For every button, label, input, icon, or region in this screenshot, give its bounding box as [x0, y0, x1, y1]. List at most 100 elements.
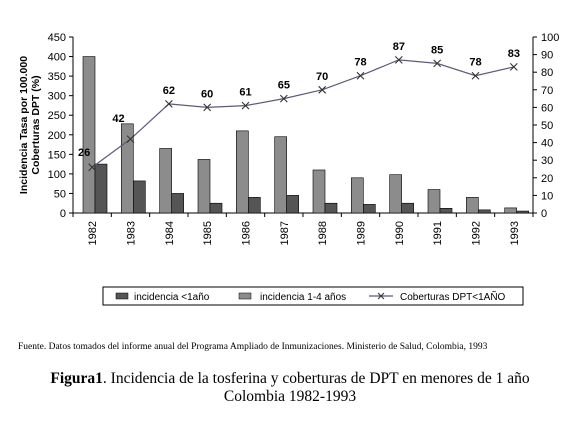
- bar-incidencia-lt1: [94, 163, 108, 214]
- legend-marker: [377, 292, 385, 300]
- y-left-tick-label: 0: [60, 208, 66, 220]
- coverage-point: [203, 103, 212, 112]
- bar-incidencia-1-4: [159, 148, 172, 214]
- coverage-point: [126, 135, 135, 143]
- y-left-tick-label: 100: [48, 169, 66, 181]
- chart-bars: [82, 56, 529, 214]
- data-label: 78: [354, 57, 366, 69]
- chart-axes: 0 50 100 150 200 250 300 350 400 450 0 10 20 30 40 50 60…: [48, 32, 560, 220]
- x-tick-label: 1993: [509, 221, 521, 245]
- x-tick-label: 1985: [202, 221, 214, 245]
- bar-incidencia-lt1: [363, 204, 376, 214]
- point-marker: [394, 55, 403, 64]
- bar-incidencia-1-4: [466, 197, 479, 214]
- y-left-tick-label: 250: [48, 110, 66, 122]
- x-tick-label: 1989: [356, 221, 368, 245]
- y-axis-left-label: Incidencia Tasa por 100.000 Coberturas DP…: [18, 56, 42, 194]
- point-marker: [126, 135, 135, 143]
- data-label: 83: [508, 48, 520, 60]
- coverage-point: [356, 71, 365, 80]
- point-marker: [471, 71, 480, 80]
- bar-incidencia-1-4: [236, 130, 249, 214]
- data-label: 60: [201, 88, 213, 100]
- coverage-point: [318, 85, 327, 94]
- bar-incidencia-1-4: [197, 159, 211, 214]
- legend-label: incidencia 1-4 años: [260, 292, 346, 303]
- bar-incidencia-1-4: [274, 136, 287, 214]
- bar-incidencia-lt1: [209, 202, 223, 214]
- x-tick-label: 1988: [317, 221, 329, 245]
- source-note: Fuente. Datos tomados del informe anual …: [18, 342, 488, 352]
- bar-incidencia-lt1: [439, 208, 453, 214]
- bar-incidencia-1-4: [121, 123, 134, 214]
- legend: incidencia <1año incidencia 1-4 años Cober…: [102, 286, 524, 306]
- data-label: 70: [316, 71, 328, 83]
- y-axis-label: Incidencia Tasa por 100.000: [18, 56, 30, 194]
- x-tick-label: 1987: [279, 221, 291, 245]
- caption-line2: Colombia 1982-1993: [223, 388, 357, 405]
- x-tick-label: 1986: [241, 221, 253, 245]
- y-right-tick-label: 40: [541, 138, 553, 150]
- caption-text: . Incidencia de la tosferina y cobertura…: [102, 370, 530, 387]
- y-right-tick-label: 10: [541, 190, 553, 202]
- y-right-tick-label: 50: [541, 120, 553, 132]
- bar-incidencia-1-4: [351, 177, 364, 214]
- y-right-tick-label: 60: [541, 102, 553, 114]
- x-tick-label: 1984: [164, 221, 176, 245]
- data-label: 87: [393, 41, 405, 53]
- caption-label: Figura1: [50, 370, 103, 387]
- point-marker: [433, 59, 442, 68]
- coverage-point: [433, 59, 442, 68]
- data-label: 78: [469, 57, 481, 69]
- coverage-point: [241, 101, 250, 110]
- y-axis-label-2: Coberturas DPT (%): [30, 75, 42, 174]
- x-tick-label: 1991: [432, 221, 444, 245]
- bar-incidencia-lt1: [478, 209, 491, 214]
- legend-label: Coberturas DPT<1AÑO: [400, 290, 506, 303]
- bar-incidencia-lt1: [171, 193, 184, 214]
- point-marker: [279, 94, 288, 103]
- y-left-tick-label: 150: [48, 149, 66, 161]
- x-tick-label: 1992: [471, 221, 483, 245]
- y-right-tick-label: 20: [541, 173, 553, 185]
- figure-caption: Figura1. Incidencia de la tosferina y co…: [0, 370, 580, 406]
- legend-label: incidencia <1año: [134, 292, 210, 303]
- coverage-point: [509, 63, 518, 71]
- legend-swatch: [115, 292, 129, 300]
- coverage-point: [164, 99, 173, 108]
- y-right-tick-label: 90: [541, 50, 553, 62]
- x-tick-labels: 1982 1983 1984 1985 1986 1987 1988 1989 1990 1991…: [87, 221, 521, 245]
- point-marker: [164, 99, 173, 108]
- coverage-point: [88, 163, 97, 172]
- data-label: 85: [431, 44, 443, 56]
- point-marker: [88, 163, 97, 172]
- x-tick-label: 1982: [87, 221, 99, 245]
- bar-incidencia-lt1: [324, 202, 338, 214]
- coverage-point: [394, 55, 403, 64]
- chart: Incidencia Tasa por 100.000 Coberturas DP…: [18, 32, 560, 306]
- bar-incidencia-1-4: [427, 189, 441, 214]
- y-left-tick-label: 450: [48, 32, 66, 44]
- point-marker: [356, 71, 365, 80]
- point-marker: [318, 85, 327, 94]
- y-right-tick-label: 100: [541, 32, 559, 44]
- point-marker: [241, 101, 250, 110]
- bar-incidencia-lt1: [133, 180, 146, 214]
- bar-incidencia-1-4: [504, 207, 517, 214]
- y-left-tick-label: 300: [48, 91, 66, 103]
- y-left-tick-label: 50: [54, 188, 66, 200]
- y-left-tick-label: 350: [48, 71, 66, 83]
- coverage-point: [471, 71, 480, 80]
- y-left-tick-label: 200: [48, 130, 66, 142]
- x-tick-label: 1990: [394, 221, 406, 245]
- bar-incidencia-lt1: [286, 195, 299, 214]
- bar-incidencia-1-4: [389, 174, 402, 214]
- data-labels: 26 42 62 60 61 65 70 78 87 85 78 83: [78, 41, 520, 159]
- data-label: 26: [78, 147, 90, 159]
- data-label: 62: [163, 85, 175, 97]
- point-marker: [203, 103, 212, 112]
- bar-incidencia-1-4: [312, 169, 326, 214]
- y-right-tick-label: 0: [541, 208, 547, 220]
- coverage-line: [88, 55, 518, 172]
- y-right-tick-label: 70: [541, 85, 553, 97]
